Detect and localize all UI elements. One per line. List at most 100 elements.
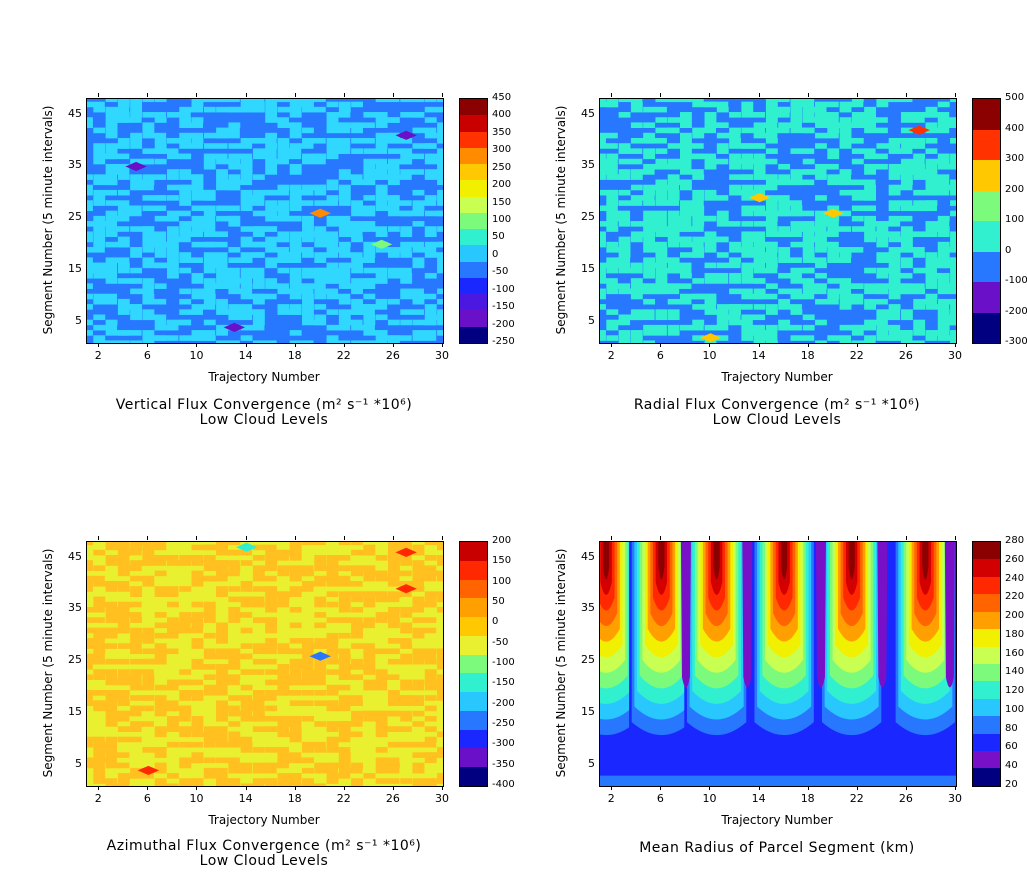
field-cell [228,664,241,670]
field-cell [240,715,265,722]
field-cell [729,319,753,326]
field-cell [142,247,155,253]
field-cell [130,695,154,701]
field-cell [851,117,876,123]
field-cell [179,586,192,592]
field-cell [142,747,167,753]
field-cell [326,658,351,665]
field-cell [437,257,443,263]
field-cell [179,137,192,144]
field-cell [375,278,388,284]
field-cell [154,695,167,701]
x-tick-mark [343,93,345,97]
field-cell [142,335,167,341]
field-cell [741,247,766,253]
contour-280 [848,542,855,580]
field-cell [913,143,926,149]
field-cell [876,226,889,232]
field-cell [203,205,216,212]
field-cell [630,195,655,201]
field-cell [277,674,302,681]
field-cell [437,555,443,561]
field-cell [105,542,130,546]
field-cell [667,99,692,103]
field-cell [179,690,204,696]
field-cell [667,143,692,149]
field-cell [240,783,265,786]
colorbar-swatch [973,733,1000,752]
field-cell [913,112,937,118]
colorbar [459,541,488,787]
field-cell [191,99,216,103]
field-cell [655,179,668,186]
field-cell [387,617,400,623]
colorbar-swatch [973,542,1000,560]
field-cell [166,226,179,232]
field-cell [142,330,155,336]
field-cell [606,241,619,248]
field-cell [338,606,351,613]
field-cell [203,736,228,743]
field-cell [252,174,265,180]
field-cell [87,200,93,206]
field-cell [302,319,326,326]
x-tick-mark [709,343,711,347]
field-cell [900,158,925,165]
field-cell [265,278,278,284]
field-cell [240,596,265,603]
field-cell [412,570,437,577]
field-cell [876,330,889,336]
field-cell [87,580,93,587]
x-tick-mark [196,786,198,790]
field-cell [252,762,277,769]
x-tick-mark [856,786,858,790]
field-cell [265,669,289,675]
field-cell [606,257,631,263]
field-cell [363,575,376,582]
field-cell [87,565,93,571]
field-cell [252,544,277,551]
plume-1 [600,542,639,751]
field-cell [117,773,142,779]
field-cell [375,132,400,139]
field-cell [363,179,376,186]
field-cell [888,267,901,274]
field-cell [375,747,388,753]
field-cell [203,158,216,165]
field-cell [93,648,106,655]
field-cell [228,596,253,603]
field-cell [191,695,204,701]
field-cell [142,549,155,556]
field-cell [289,542,302,546]
field-cell [351,643,375,649]
colorbar-swatch [460,560,487,580]
field-cell [790,241,815,248]
field-cell [326,195,339,201]
field-cell [424,132,443,139]
field-cell [827,257,852,263]
field-cell [117,679,142,686]
field-cell [375,184,388,191]
field-cell [216,205,240,212]
field-cell [142,205,167,212]
field-cell [105,127,118,134]
field-cell [900,309,913,315]
field-cell [142,658,167,665]
field-cell [338,731,363,738]
field-cell [216,710,228,717]
field-cell [741,221,754,227]
field-cell [216,591,228,597]
field-cell [203,163,216,170]
field-cell [338,226,363,232]
field-cell [716,314,741,321]
field-cell [179,731,192,738]
field-cell [778,174,791,180]
field-cell [704,298,717,305]
field-cell [437,137,443,144]
field-cell [815,221,839,227]
field-cell [600,99,606,103]
field-cell [302,231,326,238]
field-cell [351,700,364,706]
colorbar-label: 200 [1005,610,1025,622]
field-cell [265,283,289,289]
